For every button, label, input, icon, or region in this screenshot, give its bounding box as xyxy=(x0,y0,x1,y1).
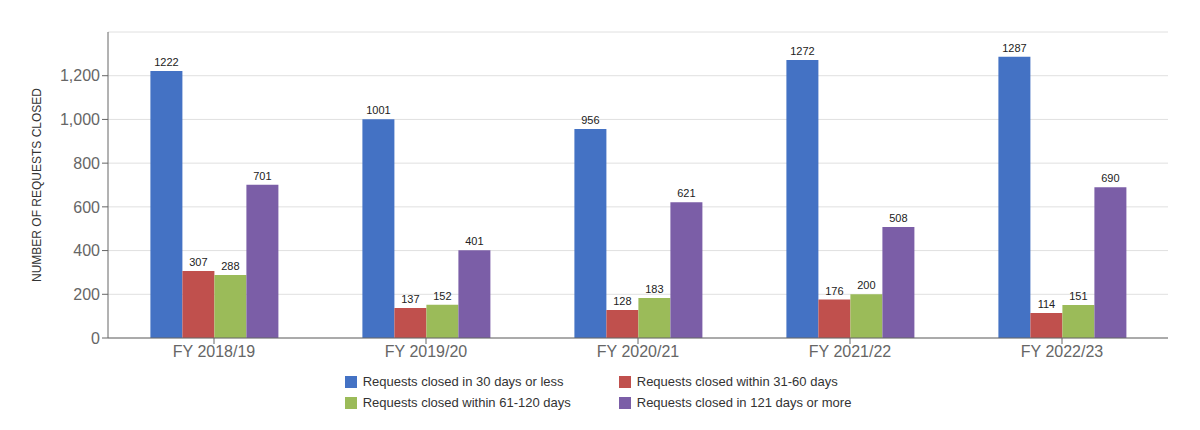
svg-text:151: 151 xyxy=(1069,290,1087,302)
svg-text:1,000: 1,000 xyxy=(60,111,100,128)
html-text:Requests closed within 31-60 d: Requests closed within 31-60 days xyxy=(636,374,838,389)
svg-text:1001: 1001 xyxy=(366,104,390,116)
svg-text:FY 2021/22: FY 2021/22 xyxy=(809,343,892,360)
svg-text:137: 137 xyxy=(401,293,419,305)
svg-text:288: 288 xyxy=(221,260,239,272)
svg-text:183: 183 xyxy=(645,283,663,295)
svg-text:FY 2022/23: FY 2022/23 xyxy=(1021,343,1104,360)
svg-text:114: 114 xyxy=(1038,298,1056,310)
svg-text:401: 401 xyxy=(465,235,483,247)
svg-text:FY 2020/21: FY 2020/21 xyxy=(597,343,680,360)
html-text:Requests closed in 121 days or: Requests closed in 121 days or more xyxy=(636,395,852,410)
svg-text:307: 307 xyxy=(189,256,207,268)
svg-text:1222: 1222 xyxy=(154,56,178,68)
svg-text:NUMBER OF REQUESTS CLOSED: NUMBER OF REQUESTS CLOSED xyxy=(30,88,44,282)
svg-text:400: 400 xyxy=(73,242,100,259)
svg-text:1287: 1287 xyxy=(1002,42,1026,54)
svg-text:621: 621 xyxy=(677,187,695,199)
svg-text:FY 2018/19: FY 2018/19 xyxy=(173,343,256,360)
html-text:Requests closed in 30 days or: Requests closed in 30 days or less xyxy=(362,374,564,389)
svg-text:128: 128 xyxy=(613,295,631,307)
svg-text:200: 200 xyxy=(857,279,875,291)
svg-text:701: 701 xyxy=(253,170,271,182)
svg-text:956: 956 xyxy=(581,114,599,126)
svg-text:800: 800 xyxy=(73,155,100,172)
svg-text:1,200: 1,200 xyxy=(60,67,100,84)
svg-text:200: 200 xyxy=(73,286,100,303)
svg-text:690: 690 xyxy=(1101,172,1119,184)
svg-text:FY 2019/20: FY 2019/20 xyxy=(385,343,468,360)
svg-text:508: 508 xyxy=(889,212,907,224)
html-text:Requests closed within 61-120: Requests closed within 61-120 days xyxy=(362,395,571,410)
svg-text:152: 152 xyxy=(433,290,451,302)
svg-text:1272: 1272 xyxy=(790,45,814,57)
svg-text:600: 600 xyxy=(73,199,100,216)
svg-text:176: 176 xyxy=(825,285,843,297)
svg-text:0: 0 xyxy=(91,330,100,347)
